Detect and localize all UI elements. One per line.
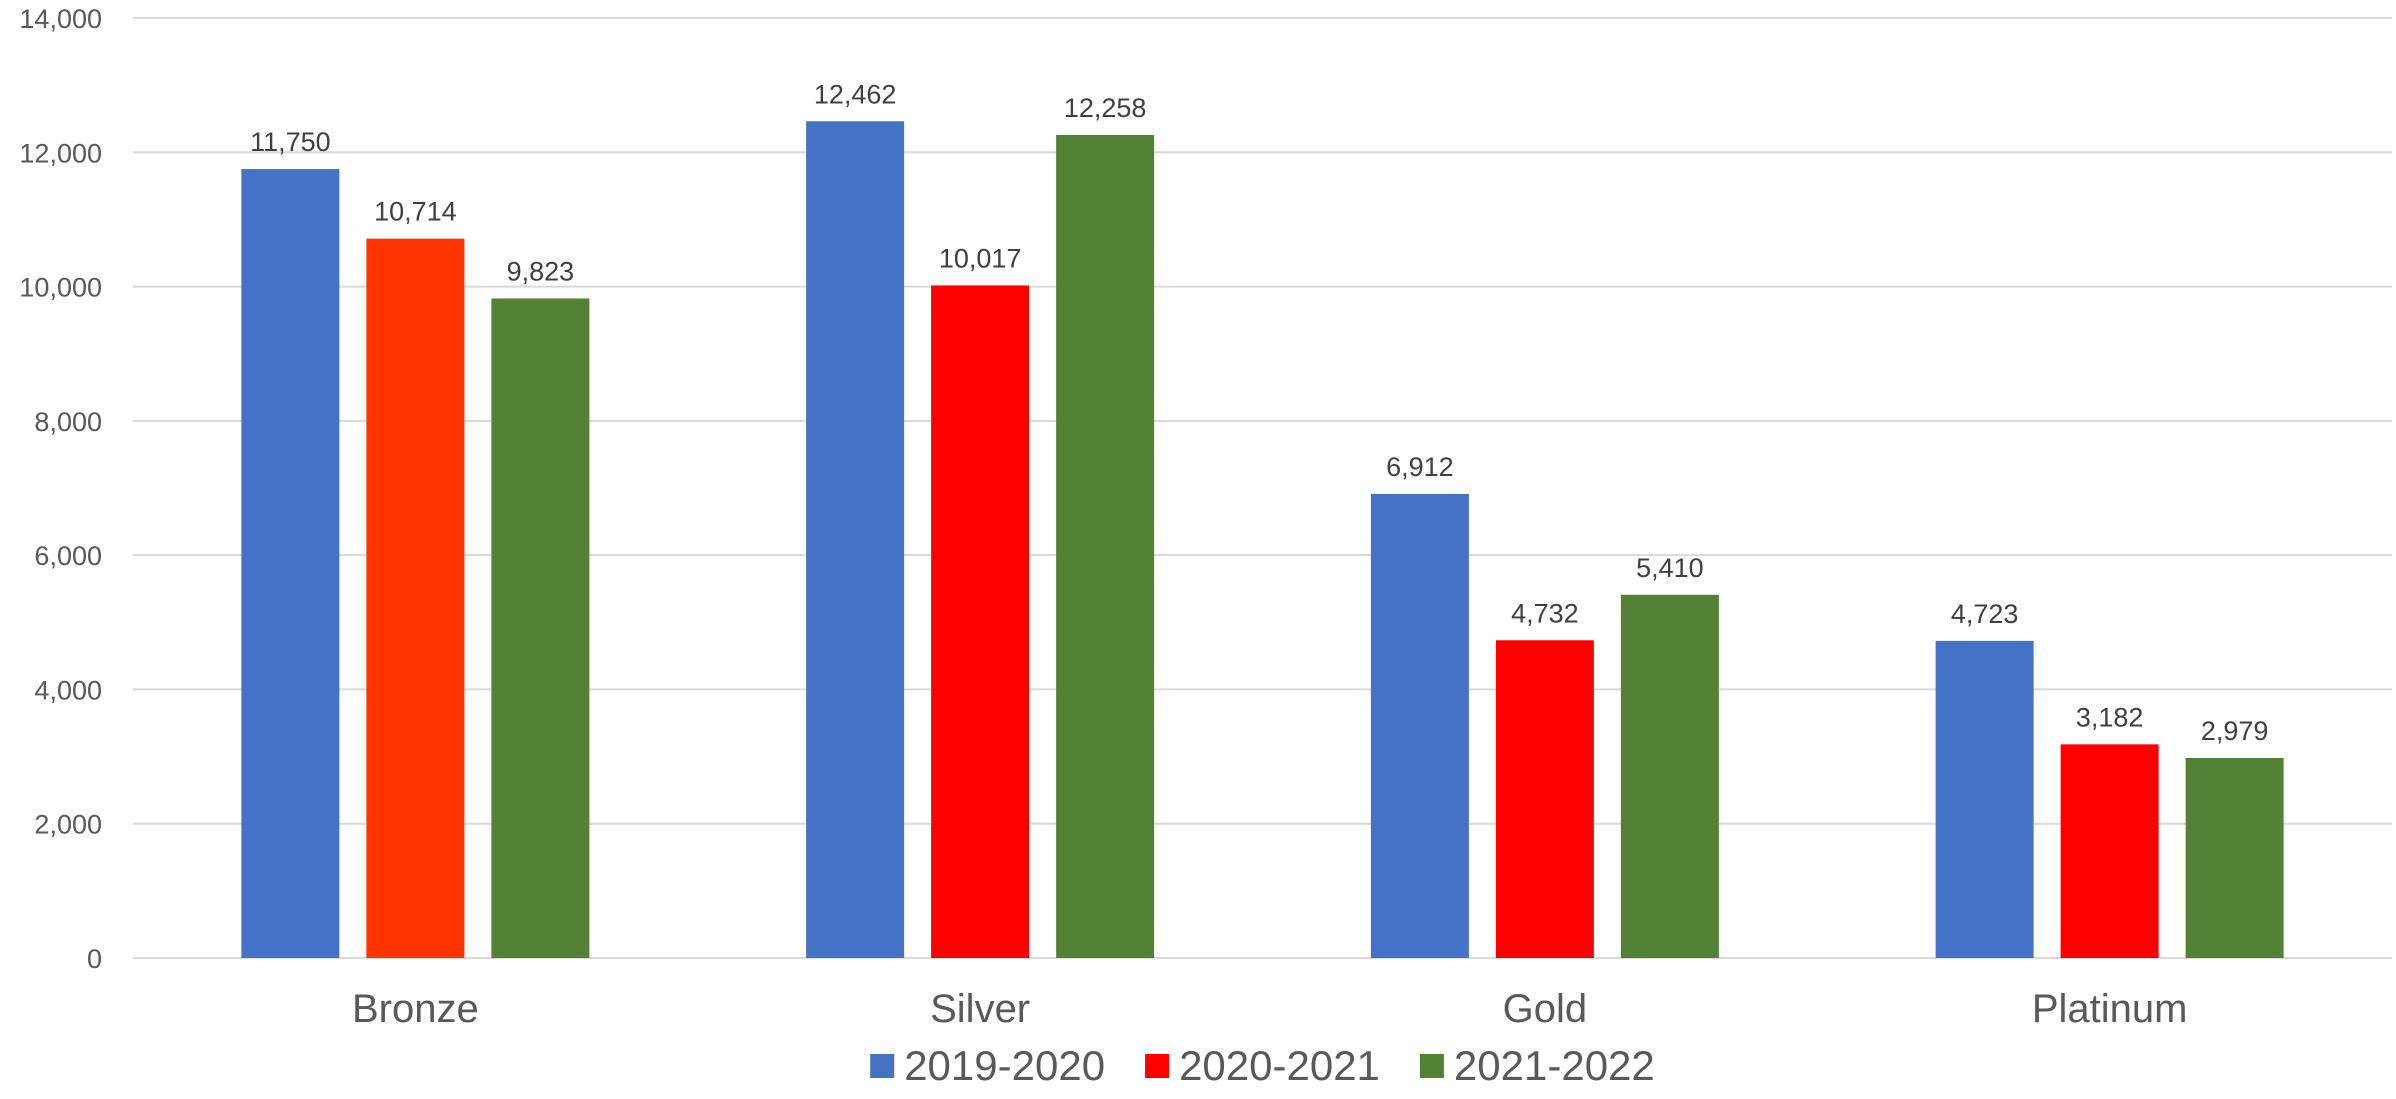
data-label: 9,823: [507, 256, 575, 286]
legend-label: 2019-2020: [904, 1042, 1105, 1089]
data-label: 5,410: [1636, 553, 1704, 583]
gridlines: [133, 17, 2392, 959]
bar-bronze-2021-2022: [491, 298, 590, 959]
bar-silver-2020-2021: [931, 285, 1030, 958]
bar-bronze-2019-2020: [241, 169, 340, 959]
data-labels: 11,750 10,714 9,823 12,462 10,017 12,258 6,912…: [250, 79, 2268, 746]
x-category-label: Platinum: [2032, 987, 2188, 1031]
x-category-label: Bronze: [352, 987, 479, 1031]
bar-platinum-2021-2022: [2185, 757, 2284, 958]
x-category-label: Silver: [930, 987, 1030, 1031]
legend-swatch: [1145, 1054, 1170, 1078]
legend-label: 2020-2021: [1179, 1042, 1380, 1089]
y-tick-label: 2,000: [34, 810, 102, 840]
legend-swatch: [1419, 1054, 1444, 1078]
bar-silver-2019-2020: [806, 121, 905, 958]
legend-item: 2020-2021: [1145, 1042, 1380, 1089]
data-label: 2,979: [2201, 716, 2269, 746]
y-tick-label: 12,000: [19, 138, 102, 168]
data-label: 11,750: [250, 127, 331, 157]
data-label: 6,912: [1386, 452, 1454, 482]
y-tick-label: 0: [87, 944, 102, 974]
data-label: 10,714: [374, 197, 457, 227]
bar-silver-2021-2022: [1056, 134, 1155, 958]
bar-gold-2019-2020: [1370, 493, 1469, 958]
y-tick-label: 6,000: [34, 541, 102, 571]
bar-gold-2021-2022: [1620, 594, 1719, 958]
legend-swatch: [870, 1054, 895, 1078]
bars: [241, 121, 2284, 959]
data-label: 12,258: [1064, 93, 1147, 123]
y-tick-label: 4,000: [34, 675, 102, 705]
data-label: 4,723: [1951, 599, 2019, 629]
y-tick-label: 14,000: [19, 4, 102, 34]
legend: 2019-2020 2020-2021 2021-2022: [870, 1042, 1655, 1089]
bar-gold-2020-2021: [1495, 640, 1594, 958]
data-label: 4,732: [1511, 598, 1579, 628]
y-axis-ticks: 0 2,000 4,000 6,000 8,000 10,000 12,000 14,000: [19, 4, 102, 974]
legend-label: 2021-2022: [1454, 1042, 1655, 1089]
bar-bronze-2020-2021: [366, 238, 465, 959]
y-tick-label: 8,000: [34, 407, 102, 437]
bar-platinum-2019-2020: [1935, 640, 2034, 958]
data-label: 12,462: [814, 79, 897, 109]
x-axis-categories: Bronze Silver Gold Platinum: [352, 987, 2187, 1031]
y-tick-label: 10,000: [19, 273, 102, 303]
legend-item: 2021-2022: [1419, 1042, 1655, 1089]
legend-item: 2019-2020: [870, 1042, 1105, 1089]
bar-platinum-2020-2021: [2060, 744, 2159, 958]
data-label: 10,017: [939, 243, 1022, 273]
x-category-label: Gold: [1503, 987, 1588, 1031]
data-label: 3,182: [2076, 702, 2144, 732]
